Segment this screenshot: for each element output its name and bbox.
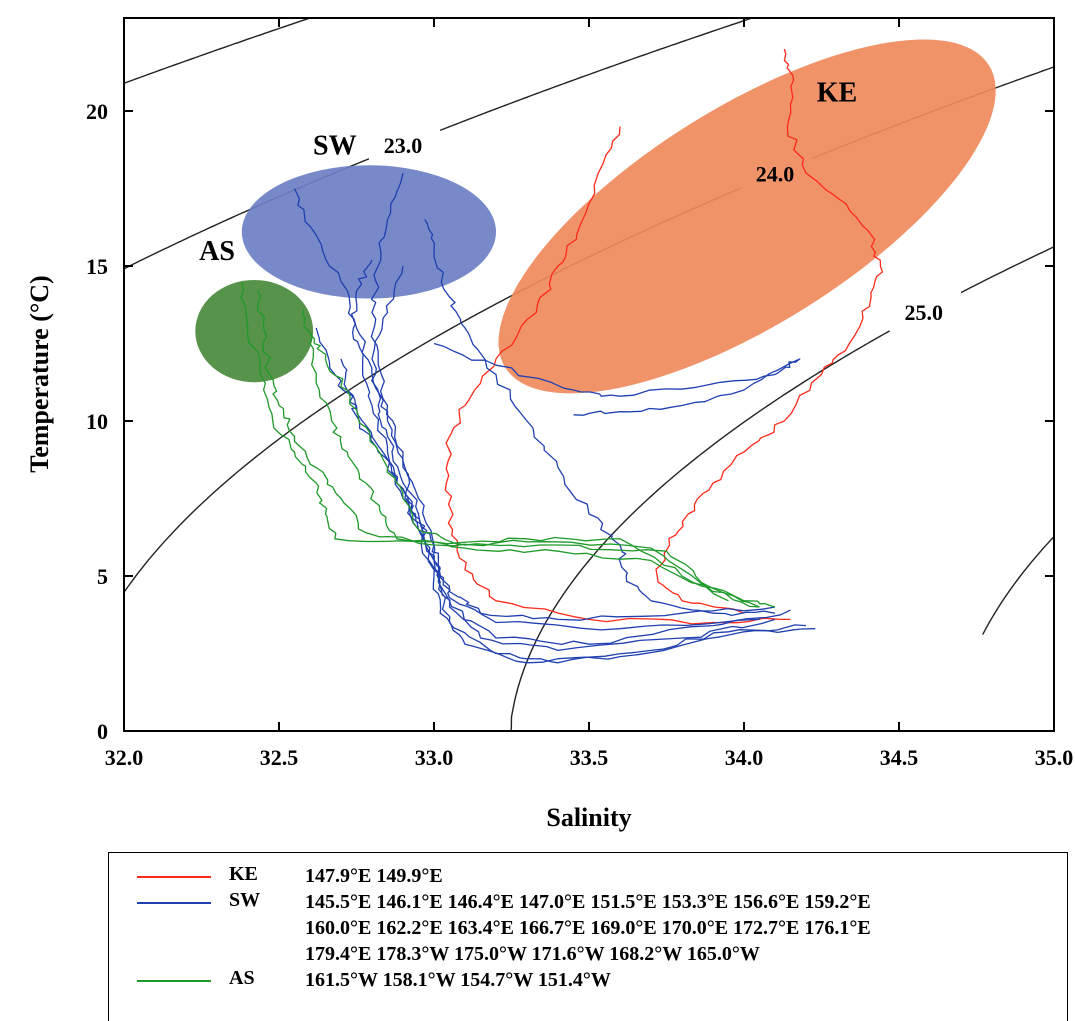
region-ellipses — [195, 39, 996, 394]
isopycnal-26.0 — [982, 535, 1054, 635]
legend-longitudes-sw-2: 160.0°E 162.2°E 163.4°E 166.7°E 169.0°E … — [305, 917, 871, 939]
region-ellipse-sw — [241, 165, 496, 299]
legend-label-sw: SW — [229, 889, 261, 911]
region-label-ke: KE — [817, 78, 857, 109]
x-tick-label: 33.5 — [570, 745, 609, 770]
profile-sw-6 — [424, 219, 776, 617]
y-axis-ticks: 0 5 10 15 20 — [86, 99, 1054, 744]
legend: KE 147.9°E 149.9°E SW 145.5°E 146.1°E 14… — [108, 852, 1068, 1021]
legend-swatch-ke — [137, 876, 211, 878]
x-tick-label: 32.5 — [260, 745, 299, 770]
y-tick-label: 15 — [86, 254, 108, 279]
profile-sw-7 — [433, 342, 801, 416]
isopycnal-label: 24.0 — [756, 162, 795, 187]
profile-ke-0 — [655, 48, 884, 614]
profile-as-2 — [302, 309, 729, 602]
region-ellipse-ke — [498, 39, 996, 394]
legend-swatch-as — [137, 980, 211, 982]
region-ellipse-as — [195, 279, 314, 383]
region-labels: AS SW KE — [199, 78, 857, 267]
x-axis-title: Salinity — [546, 803, 631, 832]
y-tick-label: 10 — [86, 409, 108, 434]
x-tick-label: 34.5 — [880, 745, 919, 770]
isopycnal-label: 25.0 — [905, 300, 944, 325]
y-axis-title: Temperature (°C) — [25, 275, 54, 472]
x-axis-ticks: 32.0 32.5 33.0 33.5 34.0 34.5 35.0 — [105, 18, 1074, 770]
profile-sw-4 — [340, 358, 776, 621]
legend-label-as: AS — [229, 967, 255, 989]
x-tick-label: 33.0 — [415, 745, 454, 770]
x-tick-label: 34.0 — [725, 745, 764, 770]
isopycnal-labels: 23.024.025.026.027.0 — [384, 133, 944, 325]
y-tick-label: 5 — [97, 564, 108, 589]
legend-longitudes-ke: 147.9°E 149.9°E — [305, 865, 443, 887]
profile-as-3 — [309, 333, 760, 608]
x-tick-label: 32.0 — [105, 745, 144, 770]
legend-longitudes-sw-1: 145.5°E 146.1°E 146.4°E 147.0°E 151.5°E … — [305, 891, 871, 913]
profile-sw-0 — [370, 172, 807, 664]
region-label-sw: SW — [313, 130, 357, 161]
profile-lines — [240, 48, 884, 664]
legend-longitudes-sw-3: 179.4°E 178.3°W 175.0°W 171.6°W 168.2°W … — [305, 943, 760, 965]
legend-label-ke: KE — [229, 863, 258, 885]
isopycnal-25.0 — [510, 246, 1054, 731]
isopycnal-22.0 — [124, 18, 313, 85]
region-label-as: AS — [199, 236, 235, 267]
legend-longitudes-as: 161.5°W 158.1°W 154.7°W 151.4°W — [305, 969, 611, 991]
y-tick-label: 20 — [86, 99, 108, 124]
y-tick-label: 0 — [97, 719, 108, 744]
isopycnal-label: 23.0 — [384, 133, 423, 158]
x-tick-label: 35.0 — [1035, 745, 1074, 770]
profile-as-1 — [256, 290, 760, 608]
profile-as-0 — [240, 281, 776, 608]
profile-ke-1 — [444, 126, 791, 625]
legend-swatch-sw — [137, 902, 211, 904]
